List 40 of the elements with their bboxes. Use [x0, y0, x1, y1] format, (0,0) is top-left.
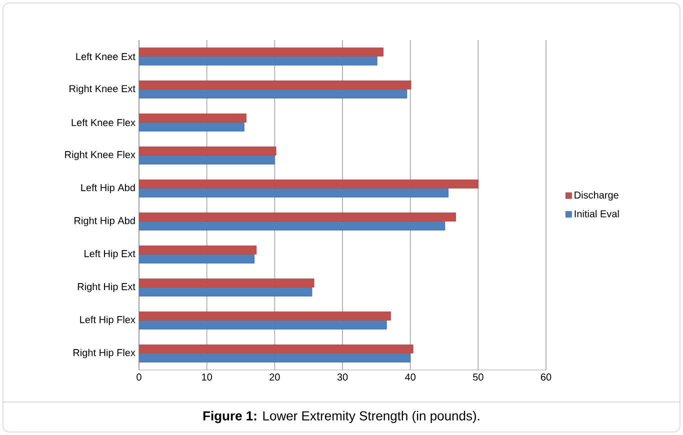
bar	[139, 90, 408, 98]
legend-label: Initial Eval	[574, 210, 619, 218]
bar	[139, 212, 456, 222]
x-tick-label: 30	[337, 374, 348, 381]
bar	[139, 156, 275, 164]
legend-label: Discharge	[574, 191, 618, 201]
bar	[139, 180, 478, 188]
y-tick-label: Left Hip Flex	[80, 316, 136, 326]
x-tick-label: 50	[473, 374, 484, 381]
y-tick-label: Left Knee Ext	[76, 52, 136, 60]
bar	[139, 56, 378, 66]
bar	[139, 146, 276, 156]
bar	[139, 122, 244, 132]
y-tick-label: Right Hip Ext	[78, 282, 136, 292]
bar	[139, 344, 414, 354]
x-tick-label: 0	[136, 374, 142, 381]
y-tick-label: Right Knee Flex	[65, 150, 136, 160]
bar	[139, 288, 312, 296]
bar	[139, 312, 391, 320]
y-tick-label: Right Hip Flex	[73, 348, 136, 358]
text: Figure 1: Lower Extremity Strength (in pounds).	[203, 410, 480, 424]
bar	[139, 222, 446, 230]
bar	[139, 320, 387, 330]
bar	[139, 278, 314, 288]
y-tick-label: Right Knee Ext	[70, 84, 136, 94]
bar	[139, 80, 412, 90]
bar	[139, 246, 257, 254]
bar	[139, 188, 449, 198]
y-tick-label: Right Hip Abd	[74, 216, 135, 226]
bar	[139, 48, 384, 56]
x-tick-label: 40	[405, 374, 416, 381]
x-tick-label: 10	[202, 374, 212, 381]
bar	[139, 354, 411, 362]
x-tick-label: 20	[270, 374, 280, 381]
bar	[139, 114, 246, 122]
x-tick-label: 60	[540, 374, 552, 381]
y-tick-label: Left Hip Ext	[84, 250, 136, 260]
y-tick-label: Left Knee Flex	[72, 118, 136, 126]
bar	[139, 254, 255, 264]
y-tick-label: Left Hip Abd	[81, 184, 135, 194]
